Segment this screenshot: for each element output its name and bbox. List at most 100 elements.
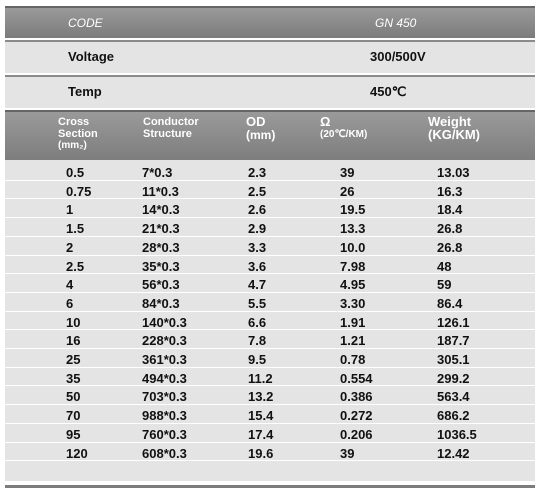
cell: 13.03	[437, 165, 470, 180]
column-header: (KG/KM)	[428, 127, 480, 142]
column-header: Weight	[428, 114, 472, 129]
cell: 48	[437, 258, 452, 274]
spec-label: Temp	[68, 84, 102, 99]
cell: 1036.5	[437, 426, 477, 442]
cell: 35	[66, 370, 81, 386]
row-separator	[5, 366, 535, 368]
cell: 19.5	[340, 202, 366, 218]
cell: 12.42	[437, 445, 470, 461]
row-separator	[5, 404, 535, 406]
spec-row	[5, 75, 535, 108]
cell: 50	[66, 389, 81, 405]
bottom-rule	[5, 485, 535, 489]
cell: 7*0.3	[142, 165, 173, 180]
cell: 7.8	[248, 333, 267, 349]
column-header: (mm₂)	[58, 140, 87, 151]
code-band	[5, 6, 535, 38]
cell: 56*0.3	[142, 277, 180, 293]
cell: 703*0.3	[142, 389, 187, 405]
row-separator	[5, 217, 535, 219]
cell: 2	[66, 239, 74, 255]
cell: 2.9	[248, 221, 267, 237]
spec-label: Voltage	[68, 49, 114, 64]
cell: 494*0.3	[142, 370, 187, 386]
cell: 120	[66, 445, 88, 461]
cell: 3.6	[248, 258, 267, 274]
cell: 126.1	[437, 314, 470, 330]
row-separator	[5, 179, 535, 181]
cell: 228*0.3	[142, 333, 187, 349]
spec-value: 300/500V	[370, 49, 426, 64]
cell: 6.6	[248, 314, 267, 330]
cell: 7.98	[340, 258, 366, 274]
cell: 299.2	[437, 370, 470, 386]
cell: 39	[340, 165, 355, 180]
cell: 0.386	[340, 389, 373, 405]
cell: 0.206	[340, 426, 373, 442]
table-body	[5, 160, 535, 482]
cell: 187.7	[437, 333, 470, 349]
cell: 988*0.3	[142, 408, 187, 424]
cell: 2.5	[248, 183, 267, 199]
cell: 361*0.3	[142, 352, 187, 367]
spec-value: 450℃	[370, 84, 407, 99]
cell: 0.75	[66, 183, 92, 199]
row-separator	[5, 291, 535, 293]
cell: 11*0.3	[142, 183, 179, 199]
column-header: Ω	[320, 114, 331, 129]
row-separator	[5, 235, 535, 237]
column-header: (mm)	[246, 128, 276, 142]
cell: 13.2	[248, 389, 274, 405]
cell: 35*0.3	[142, 258, 180, 274]
column-header: Structure	[143, 128, 192, 140]
cell: 18.4	[437, 202, 463, 218]
column-header: Conductor	[143, 116, 199, 128]
cell: 3.30	[340, 295, 366, 311]
row-separator	[5, 441, 535, 443]
cell: 10	[66, 314, 81, 330]
cell: 6	[66, 295, 74, 311]
cell: 5.5	[248, 295, 267, 311]
row-separator	[5, 254, 535, 256]
cell: 305.1	[437, 352, 470, 367]
cell: 26.8	[437, 239, 463, 255]
cell: 0.5	[66, 165, 85, 180]
table-header	[5, 110, 535, 162]
row-separator	[5, 460, 535, 462]
cell: 0.272	[340, 408, 373, 424]
cell: 0.78	[340, 352, 366, 367]
cell: 2.6	[248, 202, 267, 218]
cell: 16	[66, 333, 81, 349]
cell: 95	[66, 426, 81, 442]
cell: 17.4	[248, 426, 274, 442]
cell: 2.5	[66, 258, 85, 274]
row-separator	[5, 198, 535, 200]
cell: 11.2	[248, 370, 273, 386]
cell: 39	[340, 445, 355, 461]
cell: 563.4	[437, 389, 470, 405]
cell: 1.91	[340, 314, 366, 330]
code-label: CODE	[68, 16, 103, 30]
cell: 4.95	[340, 277, 366, 293]
cell: 140*0.3	[142, 314, 187, 330]
cell: 0.554	[340, 370, 373, 386]
cell: 14*0.3	[142, 202, 180, 218]
cell: 25	[66, 352, 81, 367]
cell: 4.7	[248, 277, 267, 293]
cell: 84*0.3	[142, 295, 180, 311]
cell: 2.3	[248, 165, 267, 180]
cell: 1.5	[66, 221, 85, 237]
column-header: (20℃/KM)	[320, 129, 368, 140]
cell: 28*0.3	[142, 239, 180, 255]
cell: 21*0.3	[142, 221, 180, 237]
cell: 760*0.3	[142, 426, 187, 442]
cell: 26.8	[437, 221, 463, 237]
cell: 59	[437, 277, 452, 293]
cell: 4	[66, 277, 74, 293]
column-header: Cross	[58, 116, 90, 128]
row-separator	[5, 422, 535, 424]
cell: 3.3	[248, 239, 267, 255]
cell: 1.21	[340, 333, 366, 349]
cell: 70	[66, 408, 81, 424]
